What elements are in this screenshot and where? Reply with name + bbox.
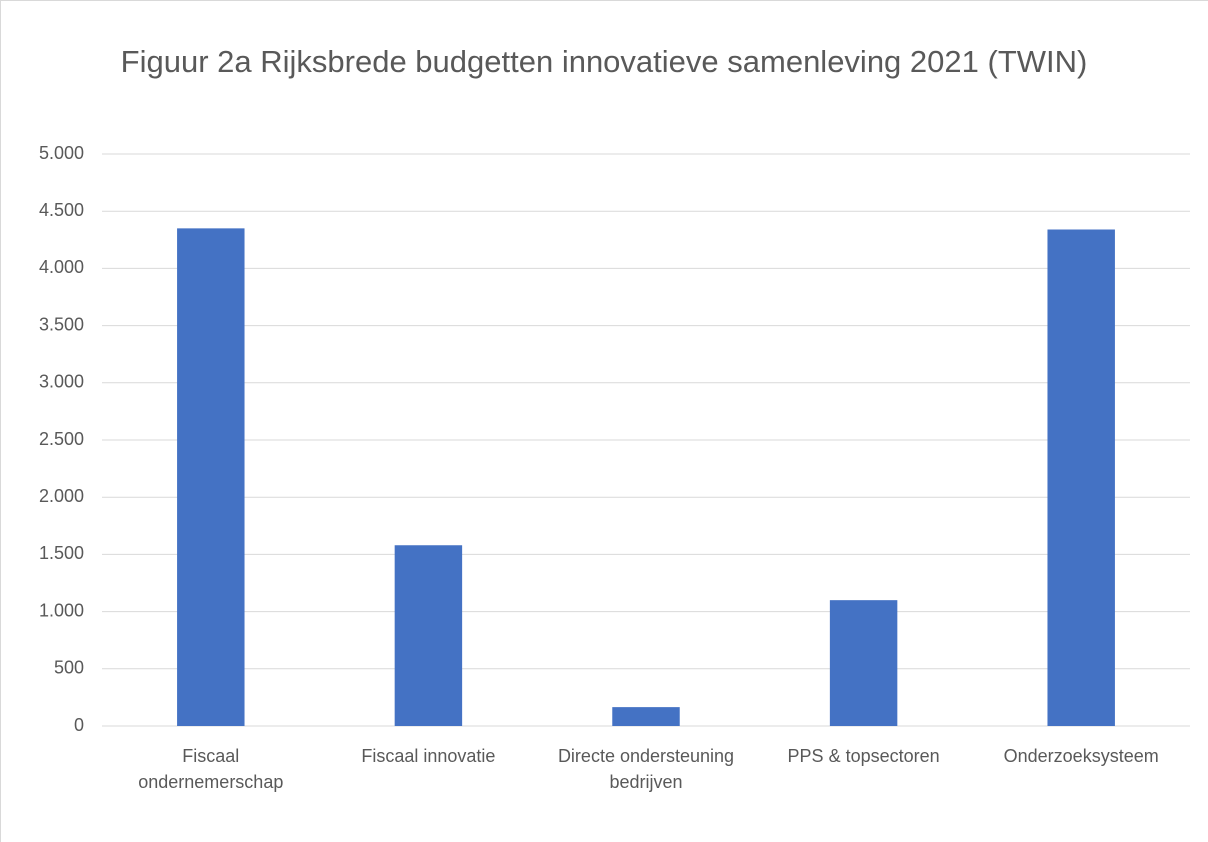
y-tick-label: 4.500 (39, 200, 84, 220)
chart-title: Figuur 2a Rijksbrede budgetten innovatie… (120, 44, 1088, 79)
y-tick-label: 3.000 (39, 372, 84, 392)
bar (612, 707, 680, 726)
x-tick-label: Fiscaal innovatie (361, 746, 496, 766)
bar (829, 600, 898, 726)
bar (394, 545, 463, 726)
y-tick-label: 1.500 (39, 543, 84, 563)
y-tick-label: 500 (54, 658, 84, 678)
x-tick-label: PPS & topsectoren (787, 746, 940, 766)
x-tick-label: Directe ondersteuning bedrijven (557, 746, 735, 792)
bar (1047, 229, 1115, 726)
bar (177, 228, 245, 727)
y-tick-label: 0 (74, 715, 84, 735)
y-tick-label: 1.000 (39, 600, 84, 620)
y-tick-label: 2.500 (39, 429, 84, 449)
y-tick-label: 4.000 (39, 257, 84, 277)
y-tick-label: 2.000 (39, 486, 84, 506)
y-tick-label: 5.000 (39, 143, 84, 163)
y-tick-label: 3.500 (39, 314, 84, 334)
x-tick-label: Onderzoeksysteem (1003, 746, 1159, 766)
x-tick-label: Fiscaal ondernemerschap (138, 746, 284, 792)
